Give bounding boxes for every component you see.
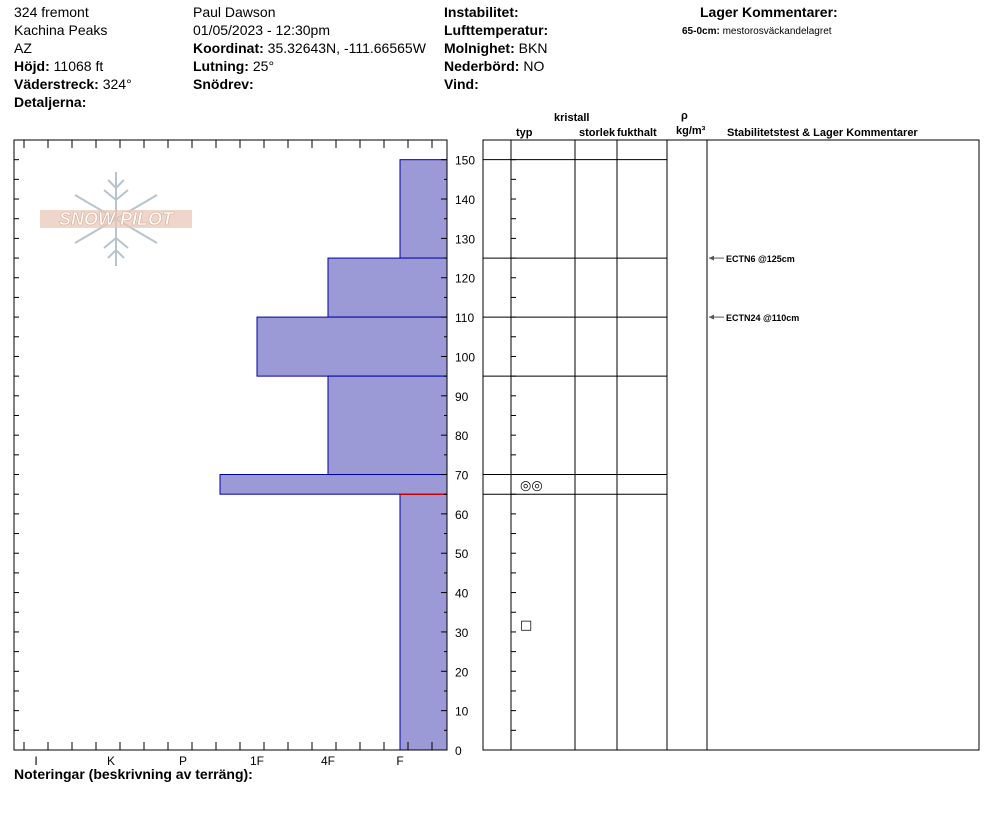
- hardness-bar-4: [219, 474, 448, 495]
- stability-test-label-1: ECTN24 @110cm: [726, 313, 799, 323]
- x-tick-label-P: P: [179, 754, 187, 768]
- hardness-plot-frame: [13, 139, 448, 751]
- elevation-label: Höjd:: [14, 58, 50, 74]
- y-tick-label: 50: [455, 547, 469, 561]
- y-tick-label: 70: [455, 469, 469, 483]
- sky: Molnighet: BKN: [444, 40, 547, 56]
- hardness-bar-2: [256, 316, 448, 377]
- state: AZ: [14, 40, 32, 56]
- elevation-value: 11068 ft: [53, 58, 104, 74]
- sky-label: Molnighet:: [444, 40, 515, 56]
- location: 324 fremont: [14, 4, 89, 20]
- y-tick-label: 100: [455, 350, 475, 364]
- x-tick-label-F: F: [396, 754, 403, 768]
- x-tick-label-4F: 4F: [321, 754, 335, 768]
- col-crystal: kristall: [554, 112, 590, 124]
- col-rho: ρ: [681, 110, 688, 122]
- layer-comment: 65-0cm: mestorosväckandelagret: [682, 24, 832, 40]
- hardness-bar-1: [327, 257, 448, 318]
- aspect-label: Väderstreck:: [14, 76, 99, 92]
- hardness-bar-3: [327, 375, 448, 476]
- sky-value: BKN: [518, 40, 548, 56]
- crystal-symbol-faceted: □: [520, 618, 532, 633]
- y-tick-label: 130: [455, 232, 475, 246]
- stability-arrow-head: [709, 255, 714, 261]
- layer-table-frame: [482, 139, 980, 751]
- precip: Nederbörd: NO: [444, 58, 544, 74]
- y-tick-label: 80: [455, 429, 469, 443]
- drift-label: Snödrev:: [193, 76, 254, 92]
- col-density-unit: kg/m³: [676, 125, 706, 137]
- air-temp-label: Lufttemperatur:: [444, 22, 549, 38]
- y-tick-label: 140: [455, 193, 475, 207]
- layer-comments-title: Lager Kommentarer:: [700, 4, 838, 20]
- y-tick-label: 90: [455, 390, 469, 404]
- y-tick-label: 40: [455, 587, 469, 601]
- wind-label: Vind:: [444, 76, 479, 92]
- stability-arrow-head: [709, 314, 714, 320]
- notes-label: Noteringar (beskrivning av terräng):: [14, 766, 253, 782]
- col-size: storlek: [579, 127, 616, 139]
- y-tick-label: 60: [455, 508, 469, 522]
- y-tick-label: 10: [455, 705, 469, 719]
- hardness-bar-5: [399, 493, 448, 751]
- col-moisture: fukthalt: [617, 127, 657, 139]
- y-tick-label: 110: [455, 311, 474, 325]
- y-tick-label: 150: [455, 154, 475, 168]
- observer: Paul Dawson: [193, 4, 276, 20]
- area: Kachina Peaks: [14, 22, 108, 38]
- col-type: typ: [516, 127, 533, 139]
- coord-label: Koordinat:: [193, 40, 264, 56]
- aspect-value: 324°: [102, 76, 132, 92]
- coordinates: Koordinat: 35.32643N, -111.66565W: [193, 40, 426, 56]
- y-tick-label: 30: [455, 626, 469, 640]
- coord-value: 35.32643N, -111.66565W: [267, 40, 426, 56]
- stability-test-label-0: ECTN6 @125cm: [726, 254, 795, 264]
- crystal-symbol-melt-freeze: ◎◎: [520, 478, 543, 493]
- precip-value: NO: [523, 58, 545, 74]
- datetime: 01/05/2023 - 12:30pm: [193, 22, 330, 38]
- instability-label: Instabilitet:: [444, 4, 519, 20]
- x-tick-label-K: K: [107, 754, 115, 768]
- layer-comment-depth: 65-0cm:: [682, 26, 720, 37]
- aspect: Väderstreck: 324°: [14, 76, 132, 92]
- details-label: Detaljerna:: [14, 94, 87, 110]
- elevation: Höjd: 11068 ft: [14, 58, 103, 74]
- slope: Lutning: 25°: [193, 58, 274, 74]
- y-tick-label: 120: [455, 272, 475, 286]
- x-tick-label-I: I: [34, 754, 37, 768]
- layer-comment-text: mestorosväckandelagret: [722, 26, 832, 37]
- slope-value: 25°: [252, 58, 275, 74]
- col-stability: Stabilitetstest & Lager Kommentarer: [727, 127, 918, 139]
- precip-label: Nederbörd:: [444, 58, 520, 74]
- y-tick-label: 20: [455, 665, 469, 679]
- y-tick-label: 0: [455, 744, 462, 758]
- x-tick-label-1F: 1F: [250, 754, 264, 768]
- hardness-bar-0: [399, 159, 448, 259]
- slope-label: Lutning:: [193, 58, 249, 74]
